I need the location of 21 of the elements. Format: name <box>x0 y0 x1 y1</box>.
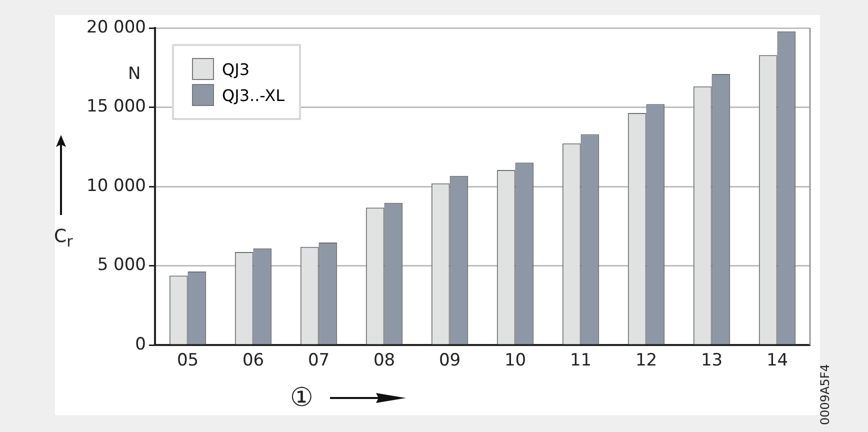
x-tick-label: 09 <box>438 350 461 371</box>
x-tick-label: 07 <box>308 350 330 371</box>
legend-label: QJ3 <box>222 60 250 78</box>
y-tick-label: 10 000 <box>86 176 146 196</box>
text: N <box>128 64 141 84</box>
x-tick-label: 14 <box>766 350 788 371</box>
x-axis-title: ① <box>290 383 314 413</box>
y-tick-label: 15 000 <box>86 96 146 117</box>
y-tick-label: 0 <box>135 334 146 354</box>
x-tick-label: 10 <box>504 350 526 371</box>
y-axis-title: C$_{r}$ <box>54 226 73 251</box>
x-tick-label: 11 <box>570 350 592 371</box>
x-tick-label: 08 <box>373 350 396 371</box>
x-tick-label: 12 <box>635 350 658 371</box>
y-tick-label: 5 000 <box>97 255 146 276</box>
x-tick-label: 13 <box>700 350 723 371</box>
x-tick-label: 06 <box>242 350 264 371</box>
y-tick-label: 20 000 <box>86 17 146 38</box>
legend-label: QJ3..-XL <box>222 86 285 104</box>
text: 0009A5F4 <box>818 364 832 425</box>
x-tick-label: 05 <box>176 350 199 371</box>
